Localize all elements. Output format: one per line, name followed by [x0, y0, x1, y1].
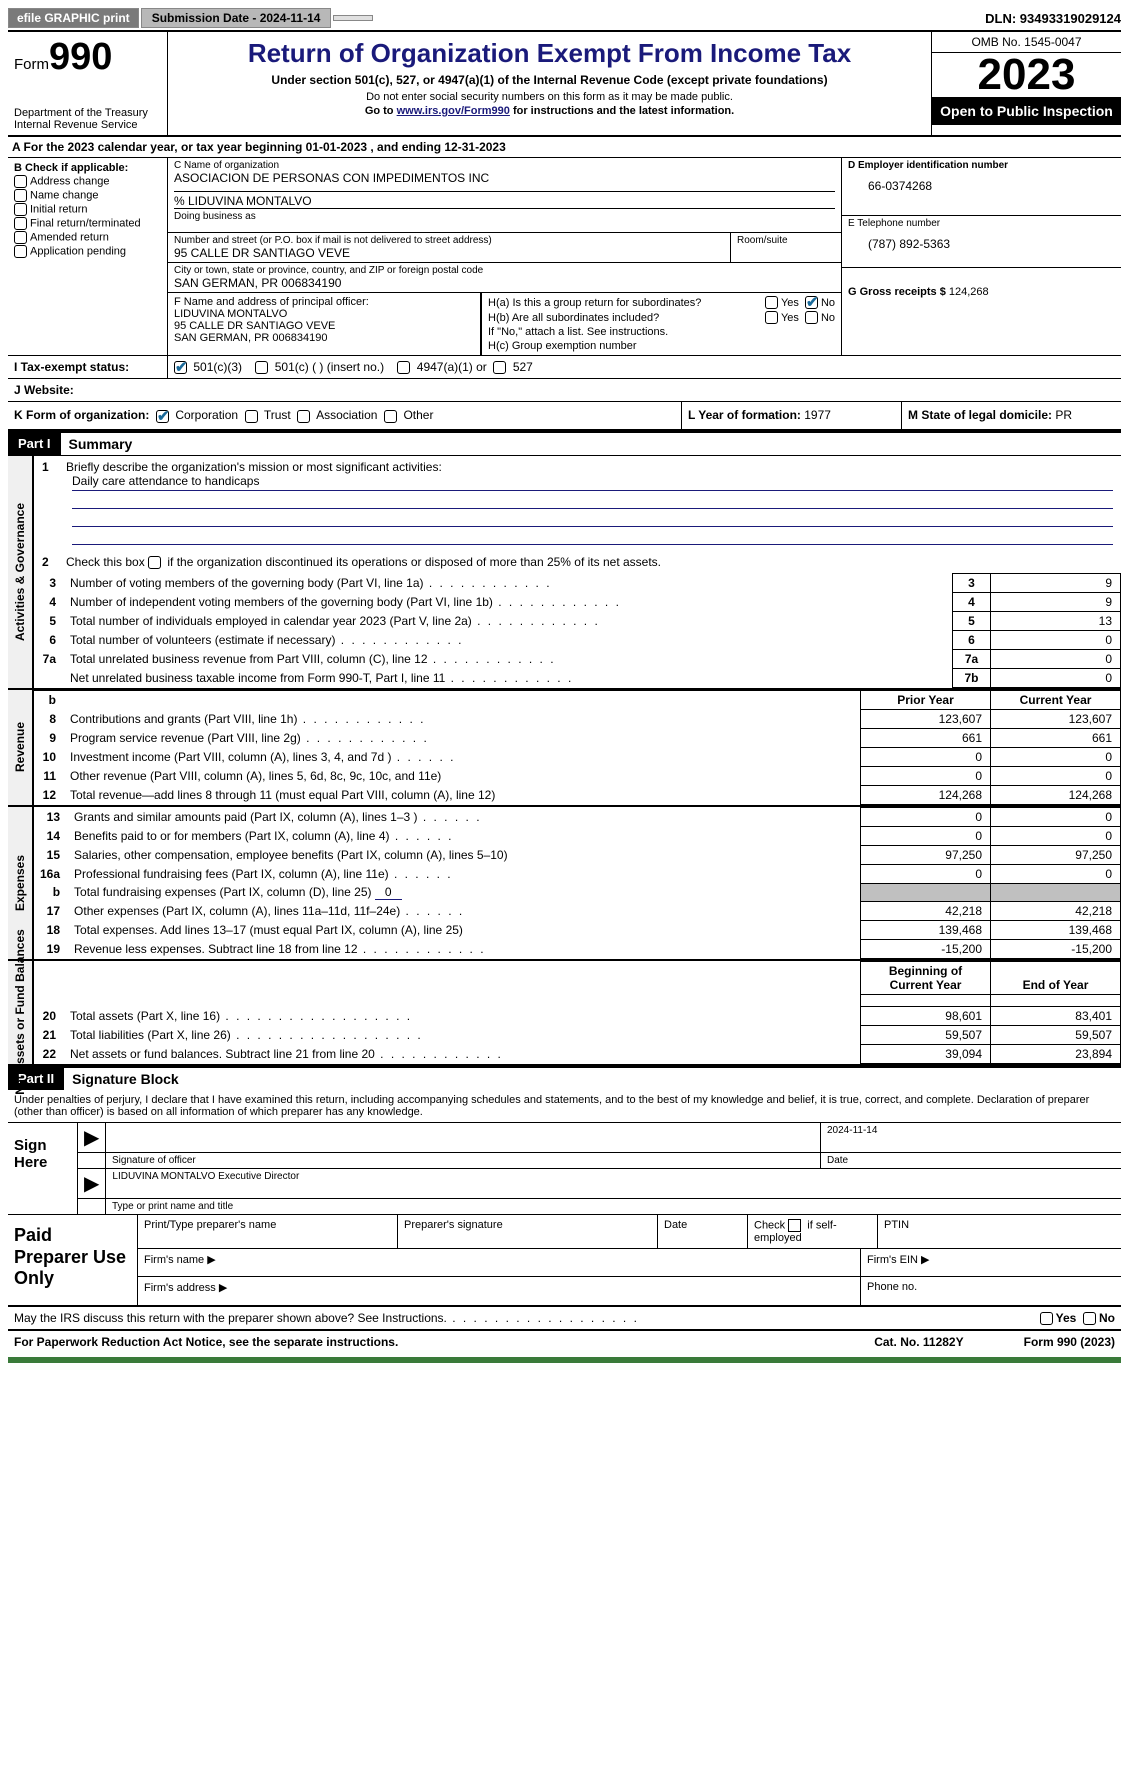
expenses-section: Expenses 13Grants and similar amounts pa…	[8, 807, 1121, 961]
dln-label: DLN: 93493319029124	[985, 11, 1121, 26]
h-section: H(a) Is this a group return for subordin…	[481, 293, 841, 355]
cb-self-employed[interactable]	[788, 1219, 801, 1232]
dropdown-blank[interactable]	[333, 15, 373, 21]
info-grid: B Check if applicable: Address change Na…	[8, 158, 1121, 356]
arrow-icon: ▶	[207, 1254, 215, 1266]
form-header: Form990 Department of the Treasury Inter…	[8, 32, 1121, 137]
mission-block: 1Briefly describe the organization's mis…	[34, 456, 1121, 573]
open-inspection: Open to Public Inspection	[932, 97, 1121, 125]
dept-label: Department of the Treasury Internal Reve…	[14, 107, 161, 131]
cb-527[interactable]	[493, 361, 506, 374]
paid-preparer-block: Paid Preparer Use Only Print/Type prepar…	[8, 1215, 1121, 1307]
penalty-text: Under penalties of perjury, I declare th…	[8, 1090, 1121, 1122]
part-2-header: Part II Signature Block	[8, 1066, 1121, 1090]
vlabel-expenses: Expenses	[13, 855, 27, 911]
efile-button[interactable]: efile GRAPHIC print	[8, 8, 139, 28]
cb-final-return[interactable]: Final return/terminated	[14, 217, 161, 230]
footer: For Paperwork Reduction Act Notice, see …	[8, 1331, 1121, 1353]
cb-application-pending[interactable]: Application pending	[14, 245, 161, 258]
ssn-warning: Do not enter social security numbers on …	[176, 91, 923, 103]
row-i-tax-status: I Tax-exempt status: 501(c)(3) 501(c) ( …	[8, 356, 1121, 379]
column-b: B Check if applicable: Address change Na…	[8, 158, 168, 355]
cb-4947[interactable]	[397, 361, 410, 374]
cb-other[interactable]	[384, 410, 397, 423]
arrow-icon: ▶	[78, 1169, 106, 1198]
ein-field: D Employer identification number 66-0374…	[842, 158, 1121, 216]
ha-yes[interactable]	[765, 296, 778, 309]
gross-receipts: G Gross receipts $ 124,268	[842, 268, 1121, 300]
governance-table: 3Number of voting members of the governi…	[34, 573, 1121, 688]
hb-no[interactable]	[805, 311, 818, 324]
arrow-icon: ▶	[78, 1123, 106, 1152]
cb-501c[interactable]	[255, 361, 268, 374]
room-field: Room/suite	[731, 233, 841, 263]
cb-amended-return[interactable]: Amended return	[14, 231, 161, 244]
form-subtitle: Under section 501(c), 527, or 4947(a)(1)…	[176, 73, 923, 87]
net-assets-table: Beginning of Current YearEnd of Year 20T…	[34, 961, 1121, 1064]
officer-field: F Name and address of principal officer:…	[168, 293, 481, 355]
cb-address-change[interactable]: Address change	[14, 175, 161, 188]
cb-name-change[interactable]: Name change	[14, 189, 161, 202]
discuss-no[interactable]	[1083, 1312, 1096, 1325]
irs-link[interactable]: www.irs.gov/Form990	[397, 105, 510, 117]
goto-link: Go to www.irs.gov/Form990 for instructio…	[176, 105, 923, 117]
org-name-field: C Name of organization ASOCIACION DE PER…	[168, 158, 841, 233]
activities-governance-section: Activities & Governance 1Briefly describ…	[8, 456, 1121, 690]
hb-yes[interactable]	[765, 311, 778, 324]
cb-initial-return[interactable]: Initial return	[14, 203, 161, 216]
discuss-yes[interactable]	[1040, 1312, 1053, 1325]
net-assets-section: Net Assets or Fund Balances Beginning of…	[8, 961, 1121, 1066]
arrow-icon: ▶	[921, 1254, 929, 1266]
row-k: K Form of organization: Corporation Trus…	[8, 402, 1121, 430]
vlabel-net-assets: Net Assets or Fund Balances	[13, 930, 27, 1096]
revenue-table: bPrior YearCurrent Year 8Contributions a…	[34, 690, 1121, 805]
expenses-table: 13Grants and similar amounts paid (Part …	[34, 807, 1121, 959]
submission-date: Submission Date - 2024-11-14	[141, 8, 332, 28]
row-j-website: J Website:	[8, 379, 1121, 402]
vlabel-governance: Activities & Governance	[13, 503, 27, 641]
address-field: Number and street (or P.O. box if mail i…	[168, 233, 731, 263]
part-1-header: Part I Summary	[8, 431, 1121, 456]
top-bar: efile GRAPHIC print Submission Date - 20…	[8, 8, 1121, 32]
form-number: Form990	[14, 36, 161, 79]
bottom-accent-bar	[8, 1357, 1121, 1363]
cb-trust[interactable]	[245, 410, 258, 423]
form-title: Return of Organization Exempt From Incom…	[176, 38, 923, 69]
ha-no[interactable]	[805, 296, 818, 309]
revenue-section: Revenue bPrior YearCurrent Year 8Contrib…	[8, 690, 1121, 807]
tax-year: 2023	[932, 53, 1121, 97]
cb-corp[interactable]	[156, 410, 169, 423]
cb-assoc[interactable]	[297, 410, 310, 423]
city-field: City or town, state or province, country…	[168, 263, 841, 293]
cb-discontinued[interactable]	[148, 556, 161, 569]
arrow-icon: ▶	[219, 1282, 227, 1294]
discuss-row: May the IRS discuss this return with the…	[8, 1307, 1121, 1331]
vlabel-revenue: Revenue	[13, 722, 27, 772]
line-a: A For the 2023 calendar year, or tax yea…	[8, 137, 1121, 158]
cb-501c3[interactable]	[174, 361, 187, 374]
phone-field: E Telephone number (787) 892-5363	[842, 216, 1121, 268]
sign-here-block: Sign Here ▶2024-11-14 Signature of offic…	[8, 1122, 1121, 1215]
